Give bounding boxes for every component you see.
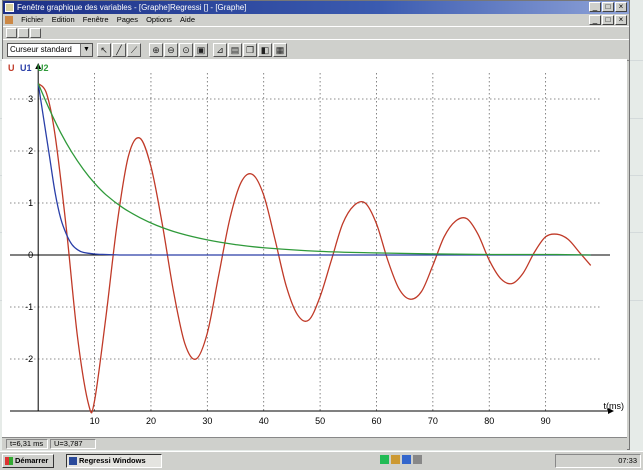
doc-minimize-button[interactable]: _ [589, 15, 601, 25]
quicklaunch-icon[interactable] [380, 455, 389, 464]
x-tick-label: 60 [371, 416, 381, 426]
menu-fenetre[interactable]: Fenêtre [82, 15, 109, 24]
page-toolbar [3, 26, 629, 39]
menu-options[interactable]: Options [146, 15, 172, 24]
graph-area[interactable]: 10 20 30 40 50 60 70 80 90 3 2 1 0 -1 -2 t(ms) U U1 U2 [2, 59, 627, 437]
x-tick-label: 50 [315, 416, 325, 426]
doc-close-button[interactable]: × [615, 15, 627, 25]
regressi-icon [69, 457, 77, 465]
x-tick-label: 10 [90, 416, 100, 426]
cursor-select-icon[interactable]: ↖ [97, 43, 111, 57]
taskbar: Démarrer Regressi Windows 07:33 [0, 451, 643, 470]
task-label: Regressi Windows [79, 456, 146, 465]
zoom-fit-icon[interactable]: ⊙ [179, 43, 193, 57]
x-tick-label: 20 [146, 416, 156, 426]
y-tick-label: -2 [25, 354, 33, 364]
maximize-button[interactable]: □ [602, 2, 614, 12]
options-icon[interactable]: ▦ [273, 43, 287, 57]
close-button[interactable]: × [615, 2, 627, 12]
menu-aide[interactable]: Aide [180, 15, 196, 24]
system-tray: 07:33 [555, 454, 641, 468]
minimize-button[interactable]: _ [589, 2, 601, 12]
line-tool-icon[interactable]: ╱ [112, 43, 126, 57]
chevron-down-icon[interactable]: ▼ [80, 44, 92, 56]
copy-icon[interactable]: ❐ [243, 43, 257, 57]
value-readout: U=3,787 [50, 439, 96, 449]
document-icon[interactable] [5, 16, 13, 25]
window-title: Fenêtre graphique des variables - [Graph… [17, 3, 247, 12]
menu-edition[interactable]: Edition [51, 15, 75, 24]
page-graph-icon[interactable] [18, 28, 29, 38]
app-icon [5, 3, 14, 12]
series-u2 [37, 83, 591, 256]
windows-flag-icon [5, 457, 13, 465]
quick-launch [380, 455, 422, 464]
status-bar: t=6,31 ms U=3,787 [2, 437, 627, 450]
taskbar-item-regressi[interactable]: Regressi Windows [66, 454, 162, 468]
legend: U U1 U2 [8, 63, 49, 73]
start-button[interactable]: Démarrer [2, 454, 54, 468]
quicklaunch-icon[interactable] [413, 455, 422, 464]
x-axis-arrow [608, 408, 614, 414]
quicklaunch-icon[interactable] [391, 455, 400, 464]
x-tick-label: 40 [259, 416, 269, 426]
legend-u2: U2 [37, 63, 49, 73]
x-tick-label: 30 [202, 416, 212, 426]
y-axis-arrow [35, 63, 42, 69]
x-tick-label: 70 [428, 416, 438, 426]
menu-bar: Fichier Edition Fenêtre Pages Options Ai… [3, 14, 629, 25]
cursor-mode-select[interactable]: Curseur standard ▼ [7, 43, 93, 57]
series-u [37, 82, 592, 414]
menu-fichier[interactable]: Fichier [21, 15, 44, 24]
time-readout: t=6,31 ms [6, 439, 48, 449]
x-axis-label: t(ms) [604, 401, 625, 411]
legend-u: U [8, 63, 15, 73]
export-icon[interactable]: ◧ [258, 43, 272, 57]
quicklaunch-icon[interactable] [402, 455, 411, 464]
tangent-icon[interactable]: ⟋ [127, 43, 141, 57]
zoom-out-icon[interactable]: ⊖ [164, 43, 178, 57]
zoom-in-icon[interactable]: ⊕ [149, 43, 163, 57]
clock: 07:33 [618, 456, 637, 465]
doc-restore-button[interactable]: □ [602, 15, 614, 25]
series-u1 [37, 83, 591, 256]
print-icon[interactable]: ▤ [228, 43, 242, 57]
cursor-mode-value: Curseur standard [10, 45, 72, 54]
y-tick-label: 0 [28, 250, 33, 260]
zoom-window-icon[interactable]: ▣ [194, 43, 208, 57]
axis-icon[interactable]: ⊿ [213, 43, 227, 57]
x-tick-label: 80 [484, 416, 494, 426]
y-tick-label: -1 [25, 302, 33, 312]
page-icon[interactable] [6, 28, 17, 38]
y-tick-label: 3 [28, 94, 33, 104]
y-tick-label: 1 [28, 198, 33, 208]
start-label: Démarrer [15, 456, 49, 465]
page-table-icon[interactable] [30, 28, 41, 38]
title-bar[interactable]: Fenêtre graphique des variables - [Graph… [3, 1, 629, 14]
menu-pages[interactable]: Pages [116, 15, 138, 24]
legend-u1: U1 [20, 63, 32, 73]
y-tick-label: 2 [28, 146, 33, 156]
graph-toolbar: Curseur standard ▼ ↖ ╱ ⟋ ⊕ ⊖ ⊙ ▣ ⊿ ▤ ❐ ◧… [3, 39, 629, 61]
x-tick-label: 90 [541, 416, 551, 426]
